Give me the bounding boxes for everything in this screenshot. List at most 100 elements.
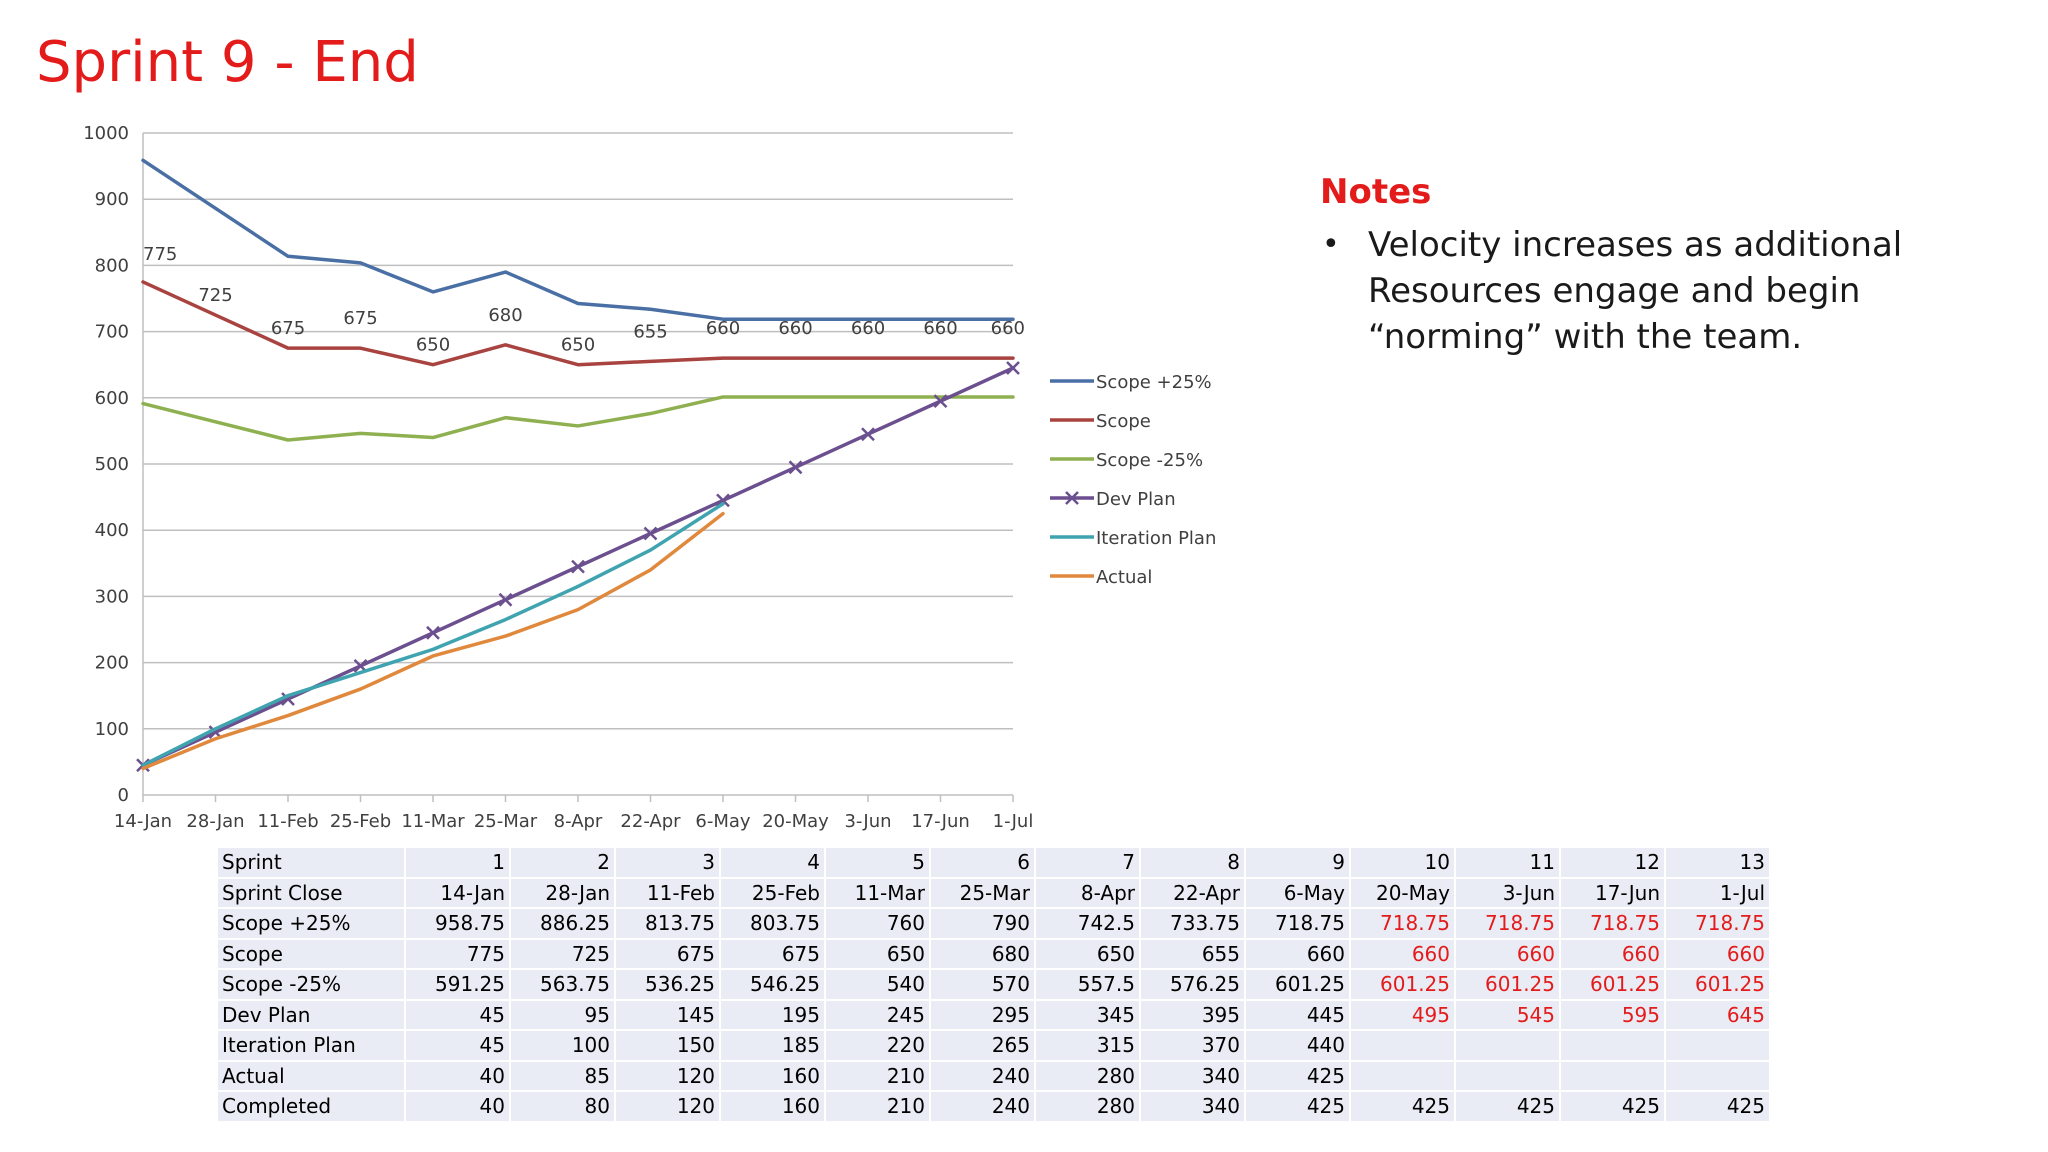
x-tick-label: 1-Jul bbox=[993, 811, 1034, 832]
table-cell: 803.75 bbox=[721, 909, 824, 938]
table-cell: 7 bbox=[1036, 848, 1139, 877]
legend-label: Iteration Plan bbox=[1096, 528, 1216, 549]
x-tick-label: 28-Jan bbox=[186, 811, 244, 832]
y-tick-label: 0 bbox=[118, 785, 129, 806]
table-row: Scope 775 725 675 675 650 680 650 655 660 660 660 66… bbox=[218, 939, 1769, 968]
table-cell: 601.25 bbox=[1666, 970, 1769, 999]
x-tick-label: 25-Feb bbox=[330, 811, 391, 832]
table-cell: 645 bbox=[1666, 1000, 1769, 1029]
table-cell: 660 bbox=[1561, 939, 1664, 968]
data-label: 650 bbox=[416, 335, 450, 356]
table-cell: 675 bbox=[616, 939, 719, 968]
table-cell: 660 bbox=[1246, 939, 1349, 968]
data-label: 660 bbox=[778, 318, 812, 339]
table-cell bbox=[1456, 1031, 1559, 1060]
series-line bbox=[141, 280, 1015, 367]
table-cell: 195 bbox=[721, 1000, 824, 1029]
table-cell: 14-Jan bbox=[406, 878, 509, 907]
y-tick-label: 100 bbox=[95, 719, 129, 740]
table-cell bbox=[1456, 1061, 1559, 1090]
data-label: 675 bbox=[271, 318, 305, 339]
table-cell: 150 bbox=[616, 1031, 719, 1060]
table-cell: 425 bbox=[1666, 1092, 1769, 1121]
row-label: Scope bbox=[218, 939, 404, 968]
table-cell: 540 bbox=[826, 970, 929, 999]
table-cell bbox=[1351, 1061, 1454, 1090]
table-cell: 40 bbox=[406, 1092, 509, 1121]
table-cell: 718.75 bbox=[1351, 909, 1454, 938]
table-cell: 295 bbox=[931, 1000, 1034, 1029]
data-point-marker bbox=[861, 427, 875, 442]
table-cell: 280 bbox=[1036, 1092, 1139, 1121]
table-cell: 445 bbox=[1246, 1000, 1349, 1029]
table-cell: 145 bbox=[616, 1000, 719, 1029]
data-point-marker bbox=[498, 592, 513, 607]
table-cell: 13 bbox=[1666, 848, 1769, 877]
legend-label: Actual bbox=[1096, 567, 1152, 588]
y-tick-label: 300 bbox=[95, 586, 129, 607]
table-cell: 536.25 bbox=[616, 970, 719, 999]
table-cell: 185 bbox=[721, 1031, 824, 1060]
table-row: Scope +25% 958.75 886.25 813.75 803.75 760 790… bbox=[218, 909, 1769, 938]
burnup-chart: 0 100 200 300 400 500 600 700 800 900 1000 14-Jan 28… bbox=[83, 123, 1216, 832]
table-cell: 11 bbox=[1456, 848, 1559, 877]
table-cell: 45 bbox=[406, 1000, 509, 1029]
table-cell: 650 bbox=[826, 939, 929, 968]
table-cell: 3-Jun bbox=[1456, 878, 1559, 907]
table-cell: 718.75 bbox=[1666, 909, 1769, 938]
table-cell: 160 bbox=[721, 1061, 824, 1090]
table-cell: 28-Jan bbox=[511, 878, 614, 907]
table-cell: 10 bbox=[1351, 848, 1454, 877]
table-cell: 11-Mar bbox=[826, 878, 929, 907]
y-tick-label: 900 bbox=[95, 189, 129, 210]
table-cell: 958.75 bbox=[406, 909, 509, 938]
table-cell: 22-Apr bbox=[1141, 878, 1244, 907]
table-cell: 12 bbox=[1561, 848, 1664, 877]
table-cell: 85 bbox=[511, 1061, 614, 1090]
x-tick-label: 17-Jun bbox=[911, 811, 970, 832]
table-cell: 576.25 bbox=[1141, 970, 1244, 999]
table-cell: 345 bbox=[1036, 1000, 1139, 1029]
table-cell: 570 bbox=[931, 970, 1034, 999]
table-cell: 120 bbox=[616, 1061, 719, 1090]
data-label: 660 bbox=[923, 318, 957, 339]
data-point-marker bbox=[1006, 361, 1020, 375]
table-cell bbox=[1666, 1061, 1769, 1090]
table-cell: 680 bbox=[931, 939, 1034, 968]
table-cell: 245 bbox=[826, 1000, 929, 1029]
data-label: 680 bbox=[488, 305, 522, 326]
table-cell: 370 bbox=[1141, 1031, 1244, 1060]
data-label: 660 bbox=[706, 318, 740, 339]
legend-label: Scope bbox=[1096, 411, 1151, 432]
table-cell: 11-Feb bbox=[616, 878, 719, 907]
row-label: Actual bbox=[218, 1061, 404, 1090]
table-cell: 240 bbox=[931, 1061, 1034, 1090]
data-label: 660 bbox=[851, 318, 885, 339]
table-cell: 718.75 bbox=[1246, 909, 1349, 938]
row-label: Scope -25% bbox=[218, 970, 404, 999]
table-cell: 100 bbox=[511, 1031, 614, 1060]
table-row: Actual 40 85 120 160 210 240 280 340 425 bbox=[218, 1061, 1769, 1090]
table-cell: 160 bbox=[721, 1092, 824, 1121]
table-cell: 315 bbox=[1036, 1031, 1139, 1060]
table-cell: 395 bbox=[1141, 1000, 1244, 1029]
x-tick-label: 3-Jun bbox=[844, 811, 891, 832]
table-cell: 25-Feb bbox=[721, 878, 824, 907]
table-cell: 655 bbox=[1141, 939, 1244, 968]
table-cell: 425 bbox=[1246, 1092, 1349, 1121]
table-cell: 425 bbox=[1561, 1092, 1664, 1121]
table-row: Dev Plan 45 95 145 195 245 295 345 395 445 495 545 5… bbox=[218, 1000, 1769, 1029]
x-tick-label: 11-Mar bbox=[401, 811, 465, 832]
row-label: Sprint Close bbox=[218, 878, 404, 907]
table-cell: 601.25 bbox=[1246, 970, 1349, 999]
data-point-marker bbox=[426, 625, 440, 640]
table-cell: 17-Jun bbox=[1561, 878, 1664, 907]
table-cell: 3 bbox=[616, 848, 719, 877]
table-cell: 660 bbox=[1456, 939, 1559, 968]
y-tick-label: 700 bbox=[95, 322, 129, 343]
y-tick-label: 200 bbox=[95, 653, 129, 674]
data-label: 650 bbox=[561, 335, 595, 356]
table-cell: 80 bbox=[511, 1092, 614, 1121]
table-row: Sprint 1 2 3 4 5 6 7 8 9 10 11 12 13 bbox=[218, 848, 1769, 877]
sprint-data-table: Sprint 1 2 3 4 5 6 7 8 9 10 11 12 13 Sprint Close 14-Ja… bbox=[216, 846, 1771, 1123]
